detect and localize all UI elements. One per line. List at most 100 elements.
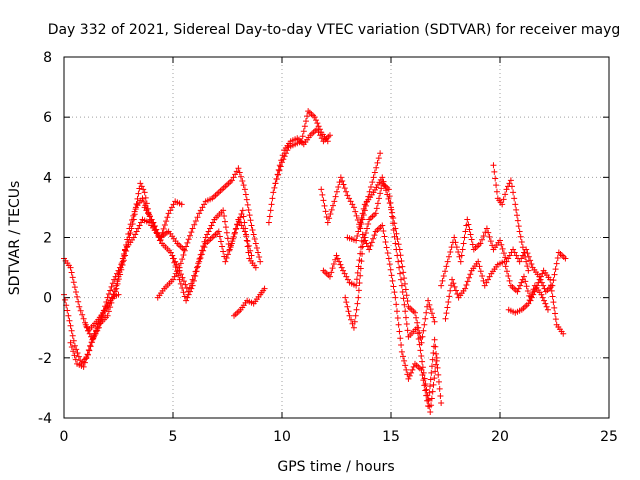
data-point bbox=[403, 320, 410, 327]
data-point bbox=[415, 324, 422, 331]
data-point bbox=[220, 207, 227, 214]
data-point bbox=[337, 174, 344, 181]
data-point bbox=[332, 256, 339, 263]
data-point bbox=[353, 276, 360, 283]
data-point bbox=[454, 291, 461, 298]
series-track-p bbox=[442, 258, 567, 337]
data-point bbox=[173, 268, 180, 275]
data-point bbox=[353, 282, 360, 289]
data-point bbox=[464, 278, 471, 285]
data-point bbox=[506, 252, 513, 259]
data-point bbox=[434, 364, 441, 371]
data-point bbox=[86, 330, 93, 337]
data-point bbox=[506, 277, 513, 284]
data-point bbox=[131, 208, 138, 215]
data-point bbox=[353, 306, 360, 313]
data-point bbox=[344, 276, 351, 283]
data-point bbox=[277, 163, 284, 170]
data-point bbox=[518, 239, 525, 246]
data-point bbox=[498, 241, 505, 248]
data-point bbox=[442, 268, 449, 275]
data-point bbox=[330, 260, 337, 267]
data-point bbox=[499, 201, 506, 208]
data-point bbox=[281, 153, 288, 160]
data-point bbox=[401, 301, 408, 308]
data-point bbox=[525, 267, 532, 274]
data-point bbox=[393, 308, 400, 315]
data-point bbox=[232, 226, 239, 233]
data-point bbox=[419, 333, 426, 340]
data-point bbox=[300, 128, 307, 135]
data-point bbox=[183, 297, 190, 304]
data-point bbox=[366, 188, 373, 195]
data-point bbox=[244, 201, 251, 208]
data-point bbox=[393, 301, 400, 308]
data-point bbox=[409, 366, 416, 373]
data-point bbox=[443, 310, 450, 317]
data-point bbox=[330, 202, 337, 209]
data-point bbox=[396, 328, 403, 335]
data-point bbox=[406, 372, 413, 379]
data-point bbox=[400, 269, 407, 276]
data-point bbox=[505, 255, 512, 262]
data-point bbox=[524, 288, 531, 295]
data-point bbox=[432, 368, 439, 375]
data-point bbox=[349, 201, 356, 208]
data-point bbox=[459, 246, 466, 253]
data-point bbox=[444, 304, 451, 311]
data-point bbox=[175, 272, 182, 279]
data-point bbox=[514, 212, 521, 219]
data-point bbox=[160, 225, 167, 232]
data-point bbox=[156, 233, 163, 240]
data-point bbox=[179, 256, 186, 263]
data-point bbox=[528, 260, 535, 267]
data-point bbox=[562, 255, 569, 262]
data-point bbox=[429, 356, 436, 363]
data-point bbox=[265, 219, 272, 226]
data-point bbox=[176, 267, 183, 274]
data-point bbox=[400, 295, 407, 302]
data-point bbox=[168, 204, 175, 211]
data-point bbox=[376, 195, 383, 202]
data-point bbox=[205, 228, 212, 235]
data-point bbox=[442, 315, 449, 322]
data-point bbox=[248, 252, 255, 259]
data-point bbox=[387, 266, 394, 273]
data-point bbox=[105, 308, 112, 315]
data-point bbox=[232, 171, 239, 178]
data-point bbox=[483, 279, 490, 286]
data-point bbox=[74, 350, 81, 357]
data-point bbox=[127, 221, 134, 228]
data-point bbox=[398, 342, 405, 349]
data-point bbox=[193, 268, 200, 275]
data-point bbox=[366, 246, 373, 253]
data-point bbox=[141, 204, 148, 211]
data-point bbox=[84, 324, 91, 331]
data-point bbox=[190, 277, 197, 284]
data-point bbox=[187, 288, 194, 295]
data-point bbox=[396, 246, 403, 253]
data-point bbox=[82, 321, 89, 328]
data-point bbox=[469, 241, 476, 248]
data-point bbox=[197, 207, 204, 214]
data-point bbox=[431, 375, 438, 382]
data-point bbox=[64, 307, 71, 314]
data-point bbox=[275, 166, 282, 173]
data-point bbox=[79, 311, 86, 318]
data-point bbox=[76, 303, 83, 310]
data-point bbox=[341, 270, 348, 277]
data-point bbox=[548, 287, 555, 294]
data-point bbox=[180, 251, 187, 258]
data-point bbox=[72, 356, 79, 363]
data-point bbox=[171, 259, 178, 266]
data-point bbox=[316, 126, 323, 133]
data-point bbox=[464, 216, 471, 223]
data-point bbox=[241, 186, 248, 193]
data-point bbox=[500, 196, 507, 203]
data-point bbox=[477, 240, 484, 247]
data-point bbox=[239, 207, 246, 214]
data-point bbox=[240, 182, 247, 189]
data-point bbox=[364, 243, 371, 250]
data-point bbox=[375, 155, 382, 162]
data-point bbox=[427, 306, 434, 313]
